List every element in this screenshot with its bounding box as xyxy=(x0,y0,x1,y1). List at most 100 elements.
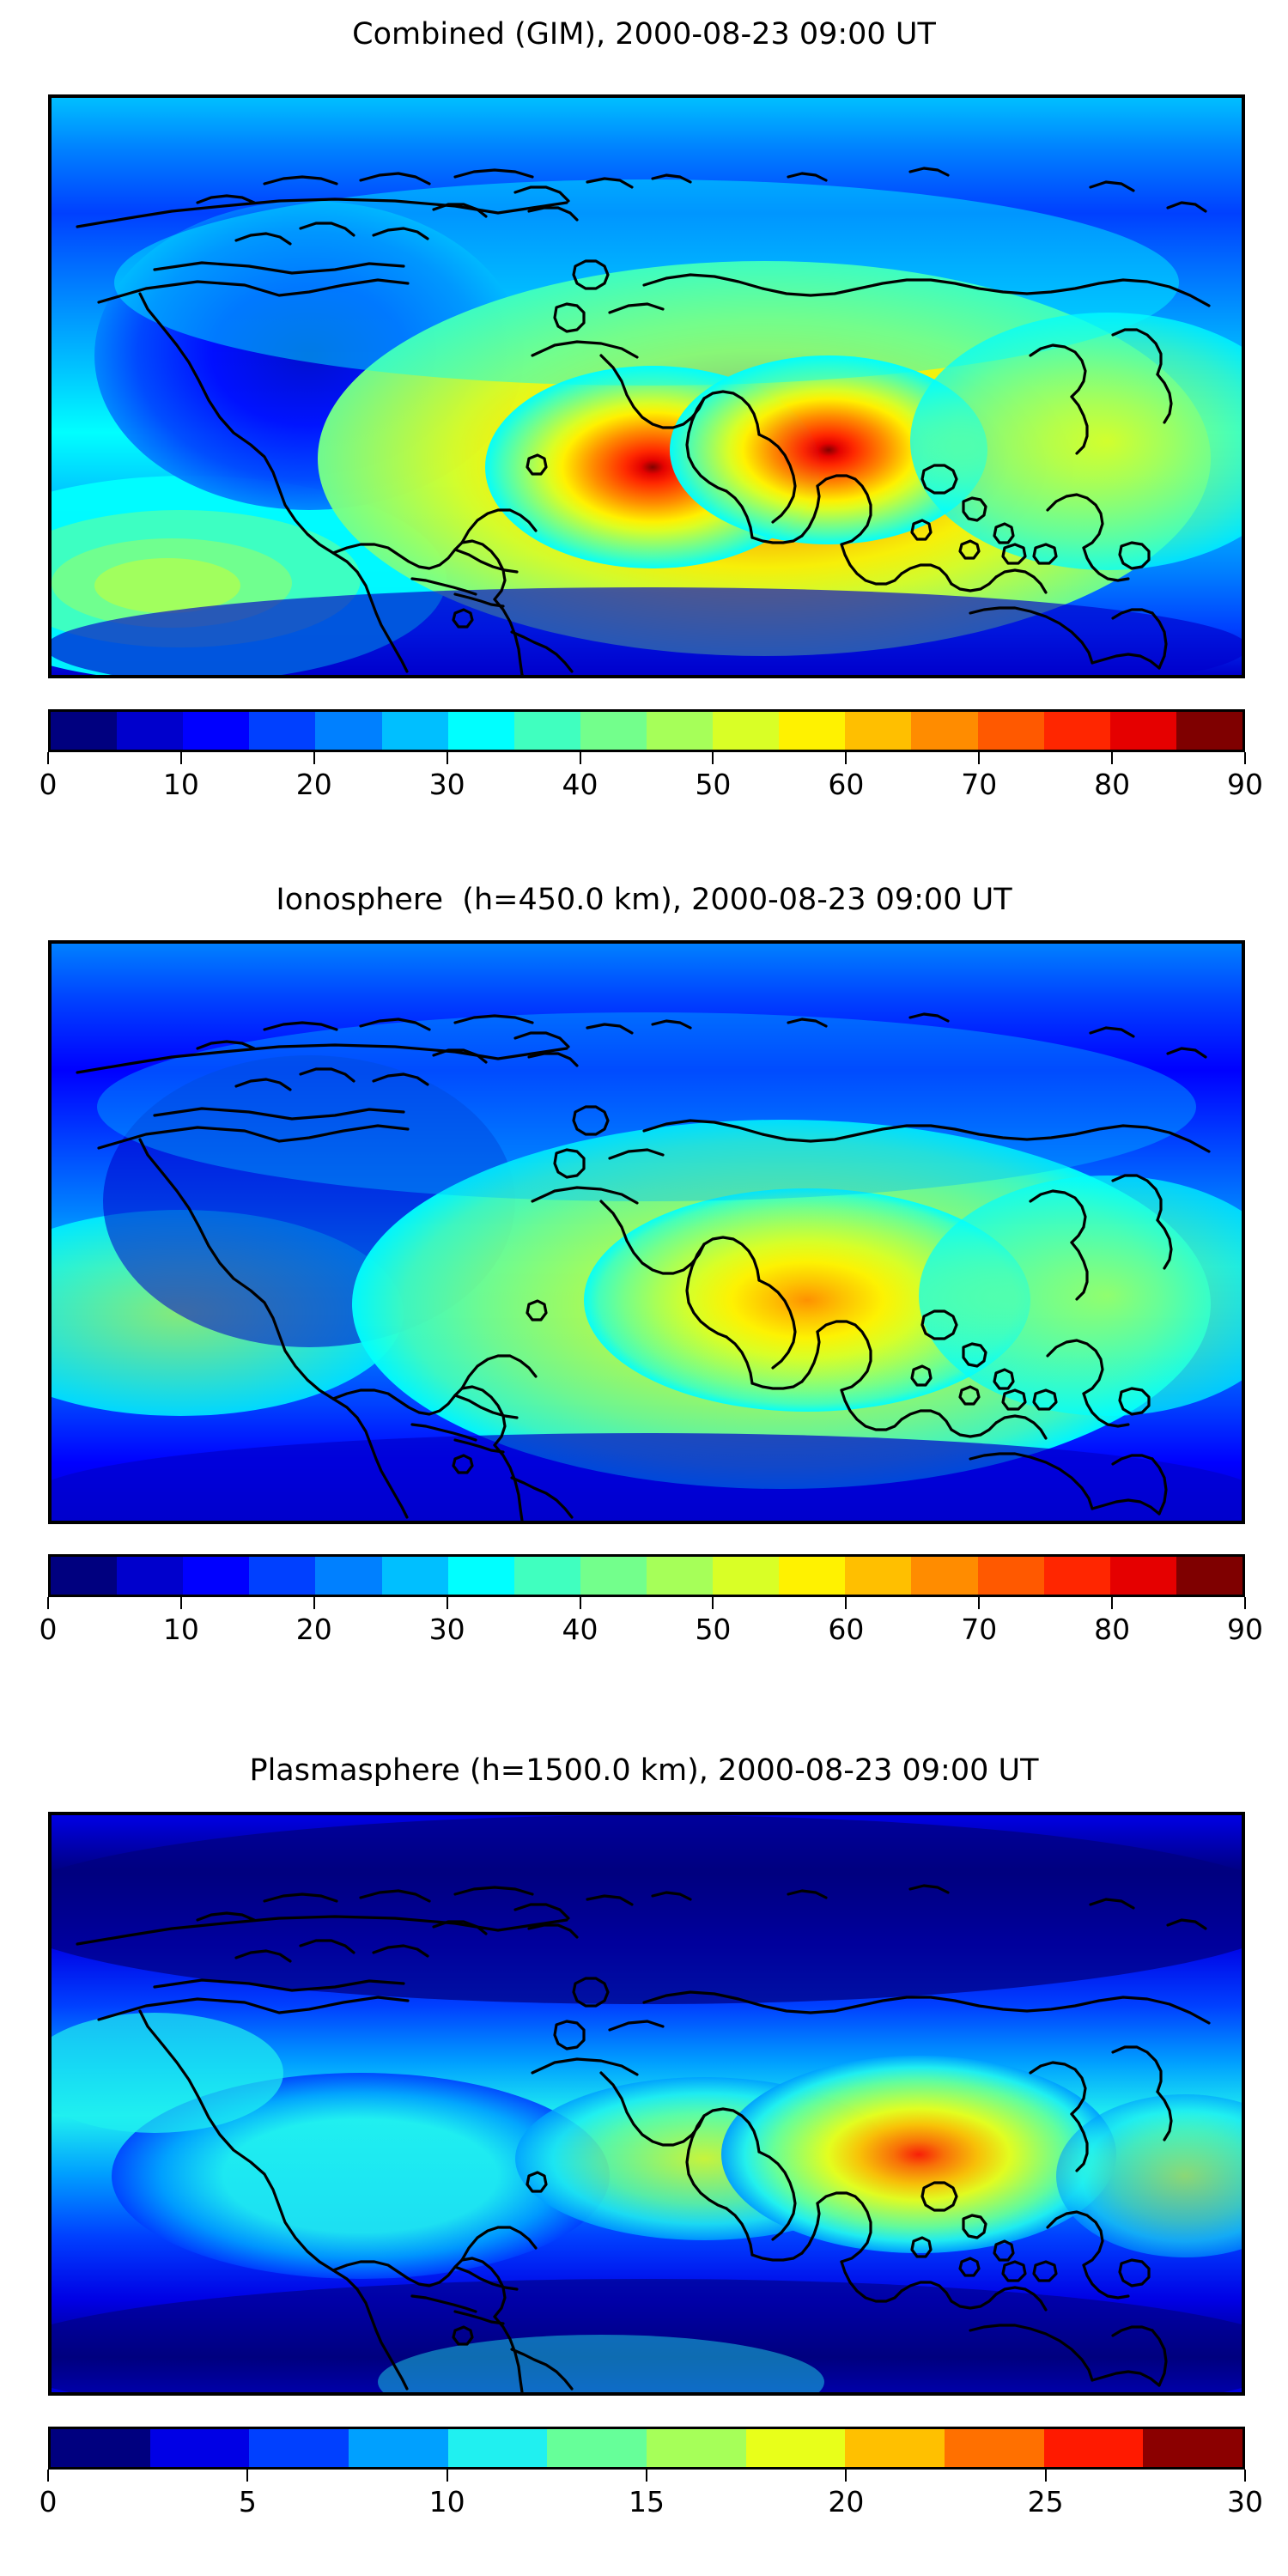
colorbar-tick xyxy=(446,2470,448,2482)
colorbar-tick-label: 60 xyxy=(828,1613,865,1646)
colorbar-band xyxy=(945,2429,1044,2467)
colorbar-tick-label: 0 xyxy=(39,768,58,801)
colorbar-tick-label: 15 xyxy=(629,2485,665,2518)
colorbar-band xyxy=(1043,2429,1144,2467)
colorbar-band xyxy=(1109,712,1176,750)
colorbar-ionosphere: 0 10 20 30 40 50 60 70 80 90 xyxy=(39,1554,1264,1650)
colorbar-tick-label: 5 xyxy=(238,2485,257,2518)
colorbar-band xyxy=(911,1557,978,1595)
colorbar-band xyxy=(646,1557,714,1595)
colorbar-band xyxy=(183,1557,250,1595)
colorbar-band xyxy=(580,1557,647,1595)
colorbar-band xyxy=(745,2429,846,2467)
coastlines xyxy=(76,1012,1211,1521)
colorbar-band xyxy=(845,2429,945,2467)
coastlines xyxy=(76,1884,1211,2392)
colorbar-tick xyxy=(1244,752,1246,764)
colorbar-band xyxy=(51,2429,150,2467)
colorbar-tick xyxy=(712,752,714,764)
colorbar-band xyxy=(845,1557,912,1595)
colorbar-tick-label: 40 xyxy=(562,768,598,801)
colorbar-tick-label: 0 xyxy=(39,1613,58,1646)
colorbar-tick-label: 50 xyxy=(695,768,732,801)
colorbar-band xyxy=(647,2429,746,2467)
colorbar-band xyxy=(911,712,978,750)
colorbar-plasmasphere-labels: 0 5 10 15 20 25 30 xyxy=(39,2483,1264,2523)
colorbar-tick xyxy=(179,752,182,764)
colorbar-band xyxy=(149,2429,250,2467)
colorbar-band xyxy=(117,1557,184,1595)
panel-title-ionosphere: Ionosphere (h=450.0 km), 2000-08-23 09:0… xyxy=(276,883,1012,917)
colorbar-tick-label: 30 xyxy=(1227,2485,1263,2518)
colorbar-band xyxy=(580,712,647,750)
colorbar-tick xyxy=(446,1597,448,1609)
map-plasmasphere-svg xyxy=(52,1815,1242,2392)
colorbar-tick xyxy=(845,752,848,764)
colorbar-band xyxy=(713,712,780,750)
colorbar-band xyxy=(381,712,448,750)
map-plasmasphere xyxy=(48,1812,1245,2396)
colorbar-tick xyxy=(47,752,49,764)
colorbar-combined-labels: 0 10 20 30 40 50 60 70 80 90 xyxy=(39,766,1264,805)
colorbar-ionosphere-labels: 0 10 20 30 40 50 60 70 80 90 xyxy=(39,1611,1264,1650)
colorbar-band xyxy=(51,1557,118,1595)
map-ionosphere-svg xyxy=(52,944,1242,1521)
colorbar-combined-ticks xyxy=(47,752,1246,766)
colorbar-band xyxy=(713,1557,780,1595)
colorbar-tick xyxy=(313,1597,315,1609)
map-ionosphere xyxy=(48,940,1245,1524)
colorbar-combined: 0 10 20 30 40 50 60 70 80 90 xyxy=(39,709,1264,805)
colorbar-tick-label: 10 xyxy=(428,2485,465,2518)
colorbar-band xyxy=(349,2429,448,2467)
colorbar-band xyxy=(381,1557,448,1595)
colorbar-band xyxy=(117,712,184,750)
colorbar-tick xyxy=(446,752,448,764)
colorbar-ionosphere-bands xyxy=(48,1554,1245,1597)
colorbar-band xyxy=(977,1557,1044,1595)
colorbar-band xyxy=(1176,1557,1242,1595)
panel-title-plasmasphere: Plasmasphere (h=1500.0 km), 2000-08-23 0… xyxy=(249,1753,1039,1788)
colorbar-tick-label: 70 xyxy=(961,1613,998,1646)
colorbar-tick-label: 50 xyxy=(695,1613,732,1646)
colorbar-band xyxy=(447,2429,548,2467)
colorbar-band xyxy=(977,712,1044,750)
colorbar-band xyxy=(1143,2429,1243,2467)
contour-fill-layer xyxy=(52,98,1242,675)
colorbar-band xyxy=(249,712,316,750)
colorbar-band xyxy=(547,2429,647,2467)
colorbar-ionosphere-ticks xyxy=(47,1597,1246,1611)
colorbar-tick-label: 80 xyxy=(1094,1613,1131,1646)
colorbar-band xyxy=(1043,712,1110,750)
colorbar-tick-label: 20 xyxy=(295,1613,332,1646)
panel-plasmasphere: Plasmasphere (h=1500.0 km), 2000-08-23 0… xyxy=(0,1735,1288,2576)
contour-fill-layer xyxy=(52,944,1242,1521)
colorbar-band xyxy=(779,712,846,750)
colorbar-tick-label: 20 xyxy=(295,768,332,801)
colorbar-tick-label: 0 xyxy=(39,2485,58,2518)
colorbar-tick-label: 25 xyxy=(1027,2485,1064,2518)
colorbar-tick xyxy=(579,1597,581,1609)
coastlines xyxy=(76,167,1211,675)
colorbar-tick xyxy=(712,1597,714,1609)
colorbar-band xyxy=(249,1557,316,1595)
colorbar-tick-label: 90 xyxy=(1227,1613,1263,1646)
colorbar-tick xyxy=(313,752,315,764)
colorbar-band xyxy=(513,712,580,750)
colorbar-tick xyxy=(646,2470,647,2482)
colorbar-band xyxy=(646,712,714,750)
colorbar-band xyxy=(51,712,118,750)
map-combined xyxy=(48,94,1245,678)
colorbar-tick-label: 40 xyxy=(562,1613,598,1646)
colorbar-tick-label: 30 xyxy=(428,1613,465,1646)
panel-ionosphere: Ionosphere (h=450.0 km), 2000-08-23 09:0… xyxy=(0,867,1288,1735)
colorbar-band xyxy=(513,1557,580,1595)
panel-title-combined: Combined (GIM), 2000-08-23 09:00 UT xyxy=(352,17,936,52)
colorbar-tick xyxy=(845,1597,848,1609)
colorbar-tick-label: 70 xyxy=(961,768,998,801)
colorbar-tick-label: 20 xyxy=(828,2485,865,2518)
colorbar-band xyxy=(447,1557,514,1595)
colorbar-band xyxy=(1109,1557,1176,1595)
colorbar-tick xyxy=(978,1597,981,1609)
colorbar-tick xyxy=(1111,1597,1114,1609)
